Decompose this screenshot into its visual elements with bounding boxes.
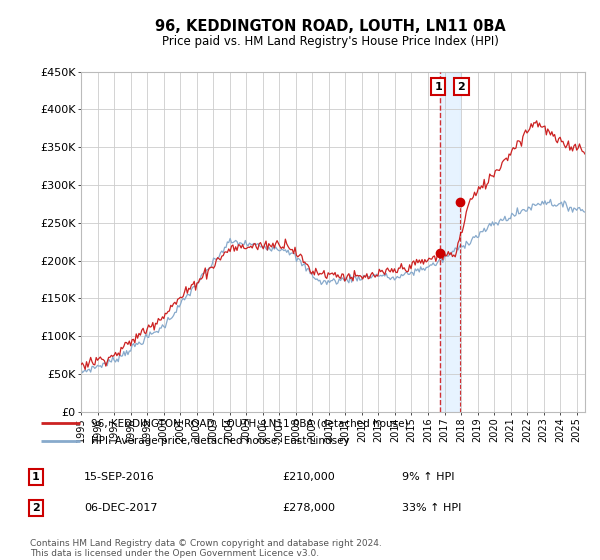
Text: £278,000: £278,000 — [282, 503, 335, 513]
Text: 15-SEP-2016: 15-SEP-2016 — [84, 472, 155, 482]
Bar — [440, 72, 460, 412]
Text: Contains HM Land Registry data © Crown copyright and database right 2024.
This d: Contains HM Land Registry data © Crown c… — [30, 539, 382, 558]
Text: 96, KEDDINGTON ROAD, LOUTH, LN11 0BA: 96, KEDDINGTON ROAD, LOUTH, LN11 0BA — [155, 20, 505, 34]
Text: 2: 2 — [458, 82, 465, 92]
Text: £210,000: £210,000 — [282, 472, 335, 482]
Text: 96, KEDDINGTON ROAD, LOUTH, LN11 0BA (detached house): 96, KEDDINGTON ROAD, LOUTH, LN11 0BA (de… — [91, 418, 408, 428]
Text: 33% ↑ HPI: 33% ↑ HPI — [402, 503, 461, 513]
Text: 1: 1 — [32, 472, 40, 482]
Text: Price paid vs. HM Land Registry's House Price Index (HPI): Price paid vs. HM Land Registry's House … — [161, 35, 499, 48]
Text: 9% ↑ HPI: 9% ↑ HPI — [402, 472, 455, 482]
Text: 1: 1 — [434, 82, 442, 92]
Text: 2: 2 — [32, 503, 40, 513]
Text: 06-DEC-2017: 06-DEC-2017 — [84, 503, 157, 513]
Text: HPI: Average price, detached house, East Lindsey: HPI: Average price, detached house, East… — [91, 436, 349, 446]
